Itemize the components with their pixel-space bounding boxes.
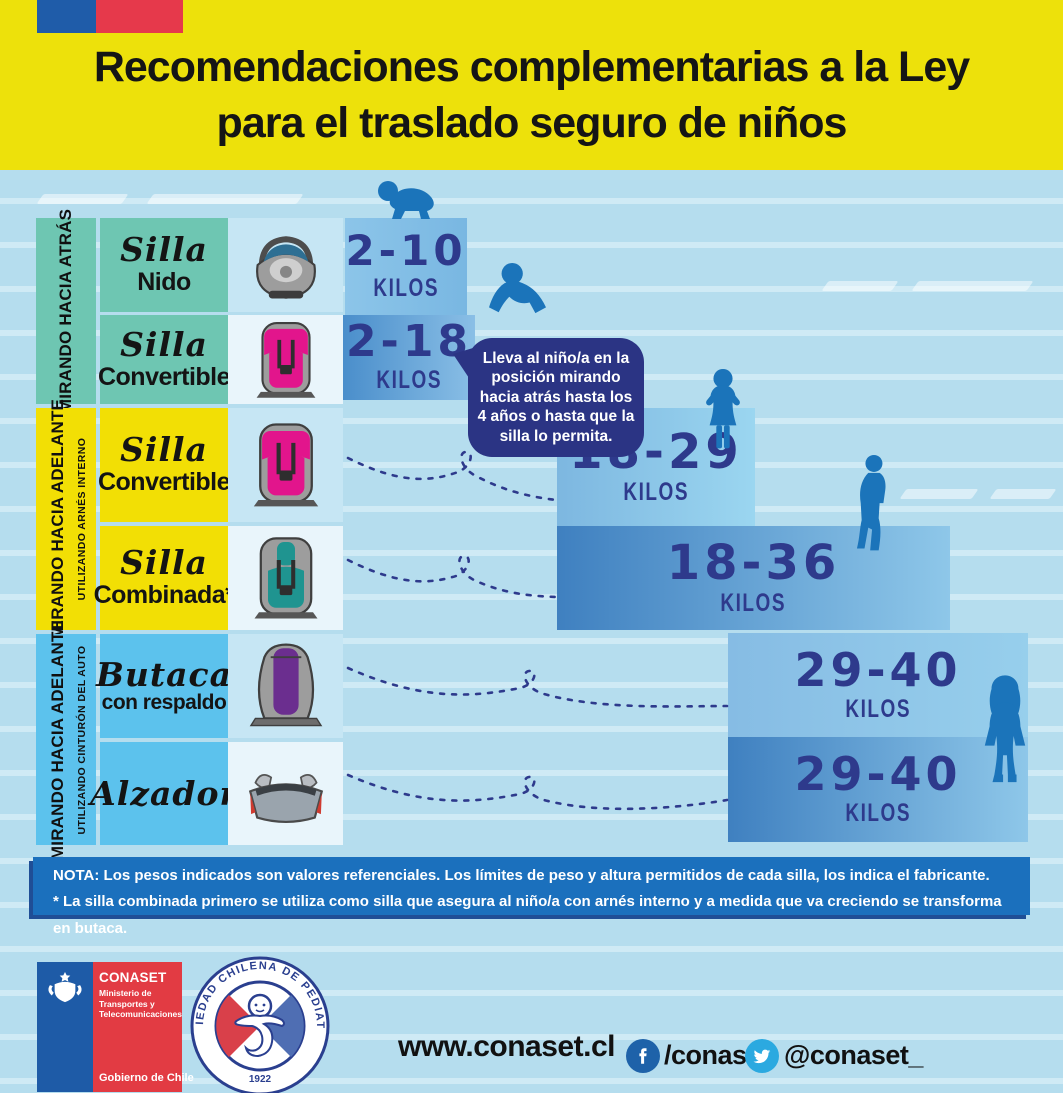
background-dash [821,281,899,291]
row-label-butaca: Butaca con respaldo [96,634,247,738]
older-girl-silhouette [984,675,1026,783]
step-18-36-kilos: 18-36 KILOS [557,526,950,630]
row-label-silla-convertible-forward: Silla Convertible [97,408,247,522]
section-forward-belt: MIRANDO HACIA ADELANTE UTILIZANDO CINTUR… [36,619,96,860]
gobierno-de-chile-label: Gobierno de Chile [99,1072,194,1084]
chile-flag-blue [37,0,96,33]
cell-alzador [228,742,343,845]
speech-bubble-text: Lleva al niño/a en la posición mirando h… [477,350,635,445]
twitter-handle: @conaset_ [784,1040,923,1070]
background-dash [899,489,979,499]
seat-script-label: Silla [120,430,208,469]
government-logo-blue [37,962,93,1092]
section-label: MIRANDO HACIA ADELANTE [47,398,67,640]
weight-unit: KILOS [376,366,442,394]
background-dash [146,194,304,204]
convertible-seat-pink-icon [253,423,318,507]
cell-silla-nido [228,218,343,312]
conaset-label: CONASET [99,970,167,985]
seat-name-label: Nido [137,268,191,296]
toddler-girl-silhouette [706,368,740,449]
backless-booster-icon [248,773,323,823]
cell-silla-convertible-rear [228,315,343,404]
ministry-line: Telecomunicaciones [99,1009,182,1020]
chile-coat-of-arms-icon [48,972,82,1003]
seat-script-label: Butaca [96,654,232,694]
cell-silla-combinada [228,526,343,630]
step-2-18-kilos: 2-18 KILOS [343,315,475,400]
seat-script-label: Silla [120,543,208,582]
facebook-f-glyph [639,1048,647,1064]
header-banner: Recomendaciones complementarias a la Ley… [0,0,1063,170]
section-rear-facing: MIRANDO HACIA ATRÁS [36,209,96,413]
weight-unit: KILOS [623,477,689,506]
seat-name-label: Convertible [97,468,231,496]
section-sublabel: UTILIZANDO ARNÉS INTERNO [75,437,88,601]
note-line-1: NOTA: Los pesos indicados son valores re… [53,867,990,884]
weight-range: 29-40 [794,642,962,697]
section-forward-harness: MIRANDO HACIA ADELANTE UTILIZANDO ARNÉS … [36,399,96,639]
row-label-alzador: Alzador [90,742,247,845]
pediatrics-baby-figure [234,993,285,1058]
weight-range: 2-10 [345,226,467,275]
website-url: www.conaset.cl [398,1030,615,1063]
step-29-40-kilos-alzador: 29-40 KILOS [728,737,1028,842]
crawling-baby-silhouette [378,181,434,219]
note-line-2: * La silla combinada primero se utiliza … [53,893,1002,937]
ministry-line: Ministerio de [99,988,152,998]
weight-unit: KILOS [373,274,439,302]
seat-script-label: Alzador [90,774,238,813]
title-line-2: para el traslado seguro de niños [216,98,848,147]
chile-flag-red [96,0,183,33]
background-dash [911,281,1034,291]
infant-carrier-seat-icon [255,236,316,299]
seat-script-label: Silla [120,230,208,269]
weight-unit: KILOS [845,694,911,723]
row-label-silla-combinada: Silla Combinada* [94,526,247,630]
boy-silhouette [856,454,886,551]
seat-name-label: Convertible [97,362,231,391]
weight-unit: KILOS [720,588,787,617]
background-dash [36,194,129,204]
weight-range: 18-36 [666,534,841,591]
government-logo-red: CONASET Ministerio de Transportes y Tele… [93,962,194,1092]
section-sublabel: UTILIZANDO CINTURÓN DEL AUTO [75,645,88,834]
booster-with-back-purple-icon [249,643,322,727]
row-label-silla-convertible-rear: Silla Convertible [97,315,247,404]
sitting-baby-silhouette [489,262,546,314]
step-2-10-kilos: 2-10 KILOS [345,218,467,315]
seat-script-label: Silla [120,324,208,364]
convertible-seat-pink-icon [256,321,315,398]
facebook-icon [626,1039,660,1073]
pediatrics-year: 1922 [249,1074,272,1085]
twitter-icon [745,1039,779,1073]
row-label-silla-nido: Silla Nido [100,218,247,312]
title-line-1: Recomendaciones complementarias a la Ley [93,43,970,91]
twitter-bird-glyph [753,1049,771,1064]
combined-seat-teal-icon [254,537,317,619]
pediatric-society-seal: SOCIEDAD CHILENA DE PEDIATRIA 1922 [190,956,330,1093]
step-29-40-kilos-booster: 29-40 KILOS [728,633,1028,737]
seat-name-label: Combinada* [93,581,235,609]
cell-butaca [228,634,343,738]
section-label: MIRANDO HACIA ADELANTE [47,619,67,860]
weight-range: 2-18 [345,316,473,367]
speech-bubble: Lleva al niño/a en la posición mirando h… [453,338,644,457]
note-bar: NOTA: Los pesos indicados son valores re… [33,857,1030,937]
page-title: Recomendaciones complementarias a la Ley… [0,40,1063,152]
seat-name-label: con respaldo [101,690,227,714]
weight-unit: KILOS [845,799,911,827]
background-dash [989,489,1057,499]
section-label: MIRANDO HACIA ATRÁS [56,208,75,414]
ministry-line: Transportes y [99,998,155,1009]
cell-silla-convertible-forward [228,408,343,522]
weight-range: 29-40 [794,747,962,801]
